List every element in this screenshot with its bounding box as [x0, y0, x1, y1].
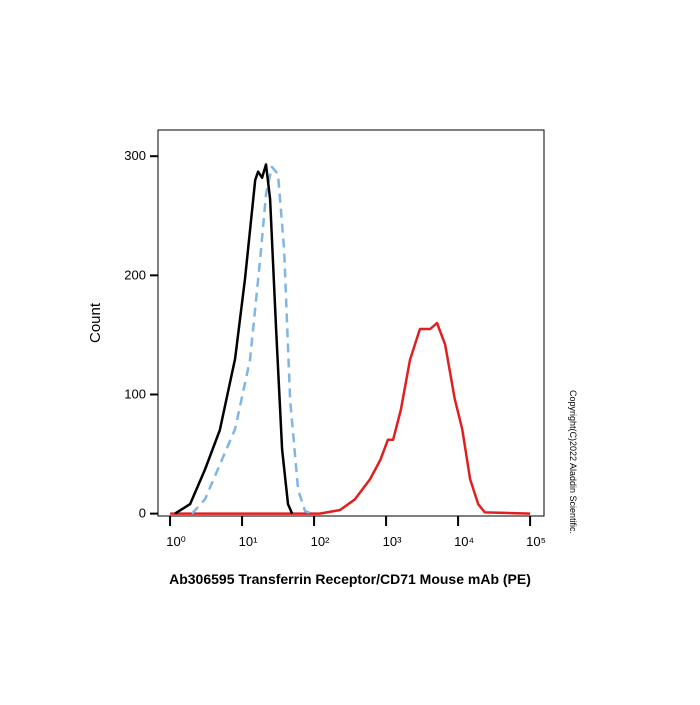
x-tick-label: 10¹ [239, 534, 258, 549]
y-tick-label: 0 [139, 506, 146, 521]
histogram-line [170, 321, 531, 515]
y-tick-label: 100 [124, 386, 146, 401]
x-axis-label: Ab306595 Transferrin Receptor/CD71 Mouse… [169, 571, 531, 587]
y-axis-label: Count [87, 302, 104, 343]
x-tick-label: 10² [311, 534, 330, 549]
x-tick-label: 10⁰ [166, 534, 186, 549]
x-tick-label: 10³ [383, 534, 402, 549]
y-tick-label: 200 [124, 267, 146, 282]
x-tick-label: 10⁴ [454, 534, 474, 549]
copyright: Copyright(C)2022 Aladdin Scientific. [568, 390, 578, 534]
x-tick-label: 10⁵ [526, 534, 546, 549]
y-tick-label: 300 [124, 148, 146, 163]
plot-frame [157, 129, 545, 517]
histogram-line [174, 163, 294, 515]
